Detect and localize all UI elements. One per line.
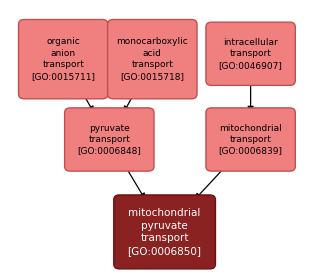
FancyBboxPatch shape xyxy=(65,108,154,171)
FancyBboxPatch shape xyxy=(19,20,108,99)
Text: organic
anion
transport
[GO:0015711]: organic anion transport [GO:0015711] xyxy=(31,37,95,81)
Text: mitochondrial
pyruvate
transport
[GO:0006850]: mitochondrial pyruvate transport [GO:000… xyxy=(128,208,202,256)
Text: pyruvate
transport
[GO:0006848]: pyruvate transport [GO:0006848] xyxy=(77,124,141,155)
FancyBboxPatch shape xyxy=(206,22,295,85)
FancyBboxPatch shape xyxy=(206,108,295,171)
FancyBboxPatch shape xyxy=(114,195,215,269)
FancyBboxPatch shape xyxy=(108,20,197,99)
Text: monocarboxylic
acid
transport
[GO:0015718]: monocarboxylic acid transport [GO:001571… xyxy=(116,37,188,81)
Text: mitochondrial
transport
[GO:0006839]: mitochondrial transport [GO:0006839] xyxy=(219,124,283,155)
Text: intracellular
transport
[GO:0046907]: intracellular transport [GO:0046907] xyxy=(219,38,283,70)
